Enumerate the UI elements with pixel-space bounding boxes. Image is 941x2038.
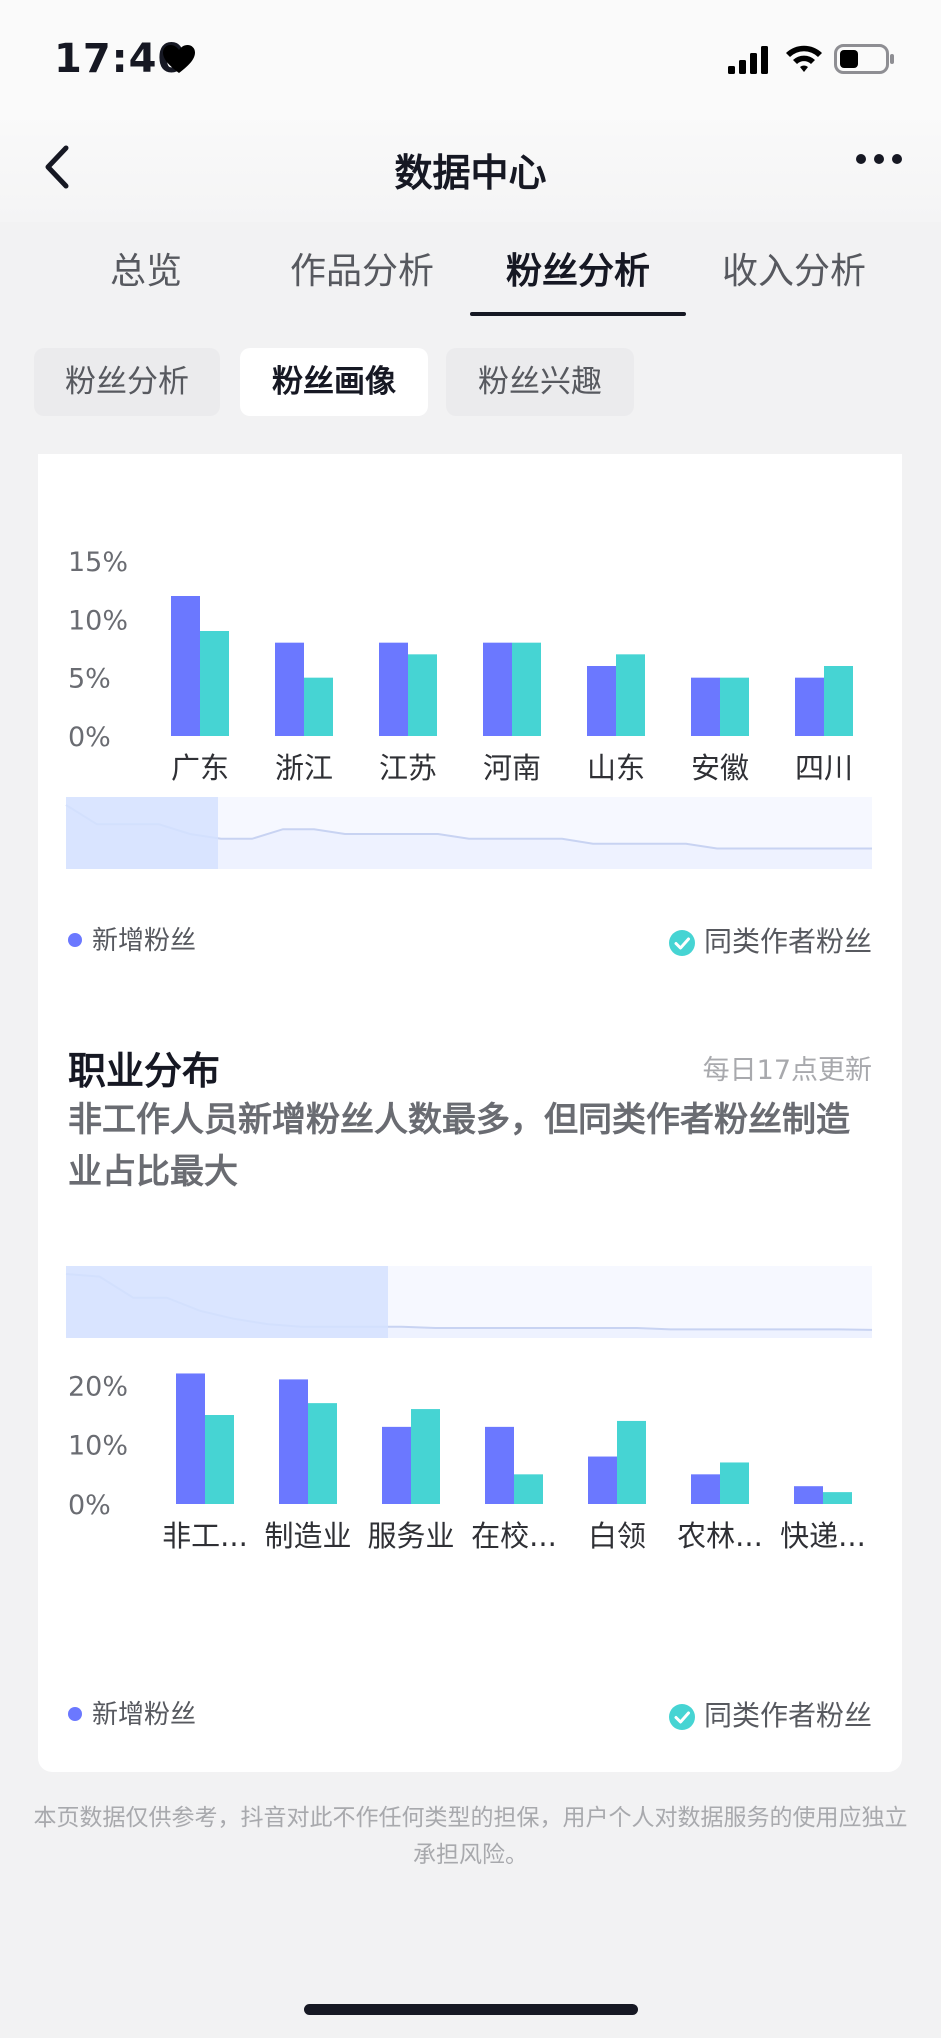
bar-new-fans — [382, 1426, 411, 1504]
y-tick-label: 5% — [68, 664, 111, 695]
status-time: 17:40 — [54, 36, 187, 82]
subtab-fans-profile[interactable]: 粉丝画像 — [240, 348, 428, 416]
bar-new-fans — [485, 1426, 514, 1504]
main-tabs: 总览 作品分析 粉丝分析 收入分析 — [0, 222, 941, 322]
bar-new-fans — [587, 666, 616, 736]
y-tick-label: 20% — [68, 1371, 128, 1402]
bar-peer-fans — [304, 677, 333, 736]
bar-peer-fans — [720, 1462, 749, 1504]
back-icon[interactable] — [36, 140, 80, 194]
disclaimer-text: 本页数据仅供参考，抖音对此不作任何类型的担保，用户个人对数据服务的使用应独立承担… — [33, 1805, 908, 1868]
home-indicator — [304, 2004, 638, 2015]
tab-fans-analysis[interactable]: 粉丝分析 — [505, 251, 650, 292]
x-tick-label: 白领 — [588, 1519, 646, 1553]
x-tick-label: 河南 — [483, 751, 541, 785]
subtab-fans-analysis[interactable]: 粉丝分析 — [34, 348, 220, 416]
bar-new-fans — [379, 642, 408, 736]
tab-overview[interactable]: 总览 — [109, 251, 182, 292]
y-tick-label: 15% — [68, 547, 128, 578]
nav-bar: 数据中心 — [0, 110, 941, 222]
y-tick-label: 0% — [68, 1490, 111, 1521]
bar-new-fans — [483, 642, 512, 736]
bar-new-fans — [795, 677, 824, 736]
signal-icon — [728, 46, 768, 74]
bar-peer-fans — [720, 677, 749, 736]
zoom-slider-window — [66, 797, 218, 869]
region-bar-chart: 0% 5% 10% 15% 广东 浙江 江苏 河南 山东 安徽 四川 — [65, 547, 872, 869]
bar-new-fans — [794, 1486, 823, 1504]
legend-dot-new-fans — [68, 1707, 82, 1721]
wifi-icon — [786, 45, 822, 72]
legend-label-peer-fans: 同类作者粉丝 — [703, 1699, 872, 1732]
page-title: 数据中心 — [394, 151, 547, 195]
occupation-bar-chart: 0%10%20%30%非工...制造业服务业在校...白领农林...快递... — [65, 1266, 873, 1553]
x-tick-label: 农林... — [677, 1519, 763, 1553]
tab-works-analysis[interactable]: 作品分析 — [289, 251, 434, 292]
bar-peer-fans — [823, 1492, 852, 1504]
bar-peer-fans — [616, 654, 645, 736]
subtab-fans-interest[interactable]: 粉丝兴趣 — [446, 348, 634, 416]
legend-item-peer-fans[interactable]: 同类作者粉丝 — [668, 1694, 872, 1734]
y-tick-label: 10% — [68, 1431, 128, 1462]
legend-label-peer-fans: 同类作者粉丝 — [703, 925, 872, 958]
x-tick-label: 非工... — [162, 1519, 248, 1553]
bar-peer-fans — [200, 631, 229, 736]
bar-new-fans — [275, 642, 304, 736]
bar-new-fans — [588, 1456, 617, 1504]
x-tick-label: 浙江 — [275, 751, 333, 785]
heart-icon — [163, 45, 195, 73]
zoom-slider-window — [66, 1266, 388, 1338]
bar-new-fans — [176, 1373, 205, 1504]
x-tick-label: 安徽 — [691, 751, 749, 785]
bar-peer-fans — [308, 1403, 337, 1504]
status-bar: 17:40 — [0, 0, 941, 110]
region-legend: 新增粉丝 同类作者粉丝 — [38, 920, 902, 960]
legend-label-new-fans: 新增粉丝 — [92, 926, 197, 956]
sub-tabs: 粉丝分析 粉丝画像 粉丝兴趣 — [0, 348, 941, 416]
y-tick-label: 10% — [68, 605, 128, 636]
x-tick-label: 山东 — [587, 751, 645, 785]
bar-peer-fans — [512, 642, 541, 736]
fans-profile-card: 0% 5% 10% 15% 广东 浙江 江苏 河南 山东 安徽 四川 新增粉丝 同类作者粉丝 职业分… — [38, 454, 902, 1772]
occupation-legend: 新增粉丝 同类作者粉丝 — [38, 1694, 902, 1734]
legend-item-new-fans[interactable]: 新增粉丝 — [68, 1694, 196, 1731]
battery-icon — [834, 44, 894, 74]
bar-peer-fans — [411, 1409, 440, 1504]
legend-label-new-fans: 新增粉丝 — [92, 1700, 197, 1730]
bar-peer-fans — [617, 1420, 646, 1504]
bar-new-fans — [171, 596, 200, 736]
bar-new-fans — [279, 1379, 308, 1504]
legend-item-peer-fans[interactable]: 同类作者粉丝 — [668, 920, 872, 960]
zoom-slider-area — [66, 805, 872, 869]
section-title-occupation: 职业分布 — [68, 1049, 221, 1093]
x-tick-label: 快递... — [780, 1519, 866, 1553]
update-note: 每日17点更新 — [702, 1055, 872, 1086]
legend-item-new-fans[interactable]: 新增粉丝 — [68, 920, 196, 957]
x-tick-label: 服务业 — [367, 1519, 454, 1553]
bar-peer-fans — [824, 666, 853, 736]
active-tab-indicator — [470, 312, 686, 316]
y-tick-label: 0% — [68, 722, 111, 753]
x-tick-label: 江苏 — [379, 751, 437, 785]
check-circle-icon — [668, 1704, 695, 1730]
tab-income-analysis[interactable]: 收入分析 — [721, 251, 866, 292]
check-circle-icon — [668, 930, 695, 956]
bar-new-fans — [691, 1474, 720, 1504]
x-tick-label: 广东 — [171, 751, 229, 785]
occupation-description: 非工作人员新增粉丝人数最多，但同类作者粉丝制造业占比最大 — [68, 1100, 850, 1192]
x-tick-label: 在校... — [471, 1519, 557, 1553]
x-tick-label: 制造业 — [264, 1519, 351, 1553]
bar-peer-fans — [408, 654, 437, 736]
legend-dot-new-fans — [68, 933, 82, 947]
x-tick-label: 四川 — [795, 751, 853, 785]
bar-new-fans — [691, 677, 720, 736]
bar-peer-fans — [514, 1474, 543, 1504]
more-icon[interactable] — [855, 152, 903, 166]
bar-peer-fans — [205, 1415, 234, 1504]
